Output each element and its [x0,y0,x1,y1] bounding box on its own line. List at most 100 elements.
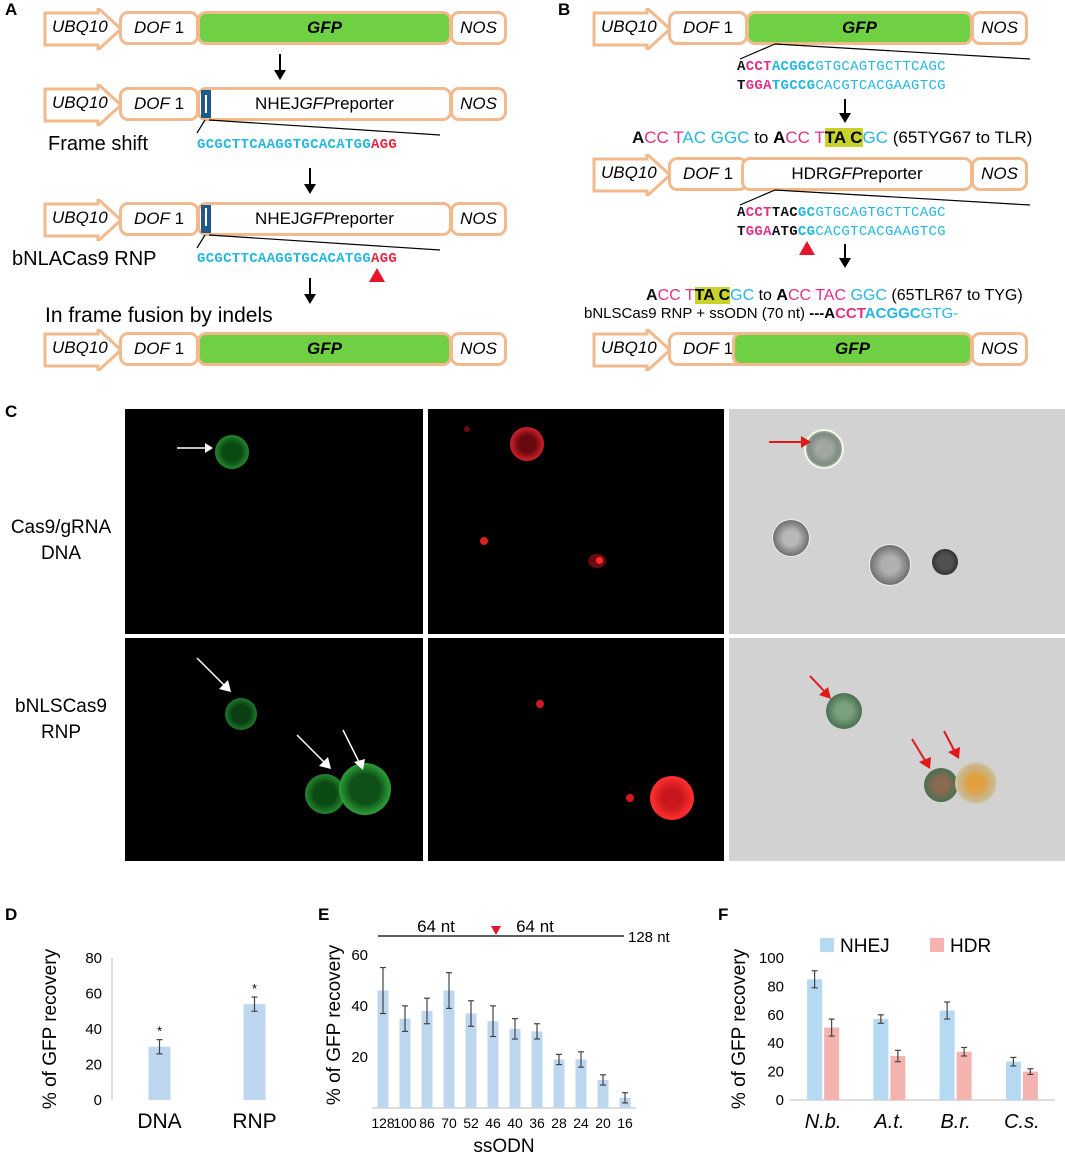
chart-d: 0 20 40 60 80 % of GFP recovery * DNA * RNP [40,948,277,1133]
target-sequence-1: GCGCTTCAAGGTGCACATGGAGG [197,137,398,153]
panel-label-f: F [718,905,729,924]
red-spot [480,537,488,545]
hdr-reporter-box: HDR GFP reporter [741,157,973,191]
y-tick-label: 60 [85,986,102,1003]
target-site-marker [201,205,211,233]
image-red-dna [428,409,724,634]
x-tick-label: B.r. [940,1111,970,1133]
x-tick-label: 86 [419,1115,435,1131]
legend-label: NHEJ [840,936,890,957]
nhej-reporter-box: NHEJ GFP reporter [197,87,452,121]
bright-cell [955,762,997,804]
x-tick-label: C.s. [1004,1111,1040,1133]
ubq-label: UBQ10 [52,338,108,357]
zoom-lines [196,234,441,251]
ubq10-promoter-arrow [43,8,123,50]
y-tick-label: 60 [351,947,368,964]
dof-box: DOF 1 [119,11,199,45]
white-arrow-icon [342,729,365,770]
y-tick-label: 80 [85,950,102,967]
bar [509,1028,521,1108]
ubq10-promoter-arrow [592,8,672,50]
bar [597,1079,609,1108]
y-tick-label: 60 [767,1007,784,1024]
legend-swatch [930,938,944,952]
zoom-lines [196,119,441,136]
red-arrow-icon [809,675,831,699]
ubq-label: UBQ10 [52,208,108,227]
midpoint-triangle [491,926,501,935]
gfp-box: GFP [197,332,452,366]
x-tick-label: 40 [507,1115,523,1131]
bar [553,1059,565,1108]
image-bright-dna [729,409,1065,634]
x-tick-label: 128 [371,1115,395,1131]
image-red-rnp [428,638,724,861]
bar [531,1031,543,1108]
y-axis-label: % of GFP recovery [729,948,750,1109]
chart-f: 0 20 40 60 80 100 % of GFP recovery NHEJ HDR N.b.… [729,936,1055,1133]
y-tick-label: 20 [351,1049,368,1066]
nhej-reporter-box: NHEJ GFP reporter [197,202,452,236]
reversion-line: ACC TTA CGC to ACC TAC GGC (65TLR67 to T… [646,287,1023,304]
bar [243,1004,266,1100]
bar [148,1046,171,1100]
nos-box: NOS [971,157,1028,191]
y-tick-label: 80 [767,978,784,995]
panel-label-d: D [5,905,18,924]
x-tick-label: 20 [595,1115,611,1131]
red-arrow-icon [769,436,811,448]
bar [465,1013,477,1108]
red-arrow-icon [911,738,931,769]
gfp-box: GFP [746,11,973,45]
red-arrow-icon [943,730,960,759]
legend-label: HDR [950,936,991,957]
bar [890,1055,906,1100]
y-tick-label: 20 [767,1064,784,1081]
panel-label-b: B [558,0,571,19]
y-tick-label: 0 [94,1092,102,1109]
in-frame-label: In frame fusion by indels [45,304,273,327]
x-tick-label: 16 [617,1115,633,1131]
panel-c: Cas9/gRNA DNA bNLSCas9 RNP [0,400,1065,865]
image-gfp-rnp [125,638,423,861]
charts-def: 0 20 40 60 80 % of GFP recovery * DNA * RNP 20 40 6… [40,917,1055,1152]
y-axis-label: % of GFP recovery [324,944,345,1105]
bright-cell [826,693,862,729]
target-sequence-2: GCGCTTCAAGGTGCACATGGAGG [197,251,398,267]
x-tick-label: 100 [393,1115,417,1131]
hdr-sequence-bottom: TGGAATGCGCACGTCACGAAGTCG [737,224,946,240]
white-arrow-icon [196,657,231,692]
y-tick-label: 40 [767,1035,784,1052]
wt-sequence-bottom: TGGATGCCGCACGTCACGAAGTCG [737,78,946,94]
panel-label-c: C [5,402,18,421]
legend-swatch [820,938,834,952]
bar [807,979,823,1100]
ubq10-promoter-arrow [43,84,123,126]
significance-mark: * [252,981,257,996]
bar [873,1019,889,1100]
nos-box: NOS [450,87,507,121]
dof-box: DOF 1 [668,157,748,191]
panel-label-a: A [5,0,18,19]
bar [956,1051,972,1100]
x-tick-label: DNA [137,1110,181,1133]
y-tick-label: 0 [776,1092,784,1109]
ubq10-promoter-arrow [592,154,672,196]
image-bright-rnp [729,638,1065,861]
ubq-label: UBQ10 [52,93,108,112]
red-spot [596,557,603,564]
down-arrow-b1 [839,99,851,123]
chart-e: 20 40 60 % of GFP recovery ssODN 64 nt 64 nt 12… [324,917,671,1152]
gfp-cell [339,763,391,815]
gfp-box: GFP [197,11,452,45]
hdr-sequence-top: ACCTTACGCGTGCAGTGCTTCAGC [737,205,946,221]
row-label-dna: Cas9/gRNA DNA [10,517,112,564]
down-arrow-b2 [839,244,851,268]
dof-box: DOF 1 [668,11,748,45]
bar [421,1010,433,1108]
image-gfp-dna [125,409,423,634]
gfp-cell [225,698,257,730]
bar [377,990,389,1108]
down-arrow-a1 [274,54,286,80]
